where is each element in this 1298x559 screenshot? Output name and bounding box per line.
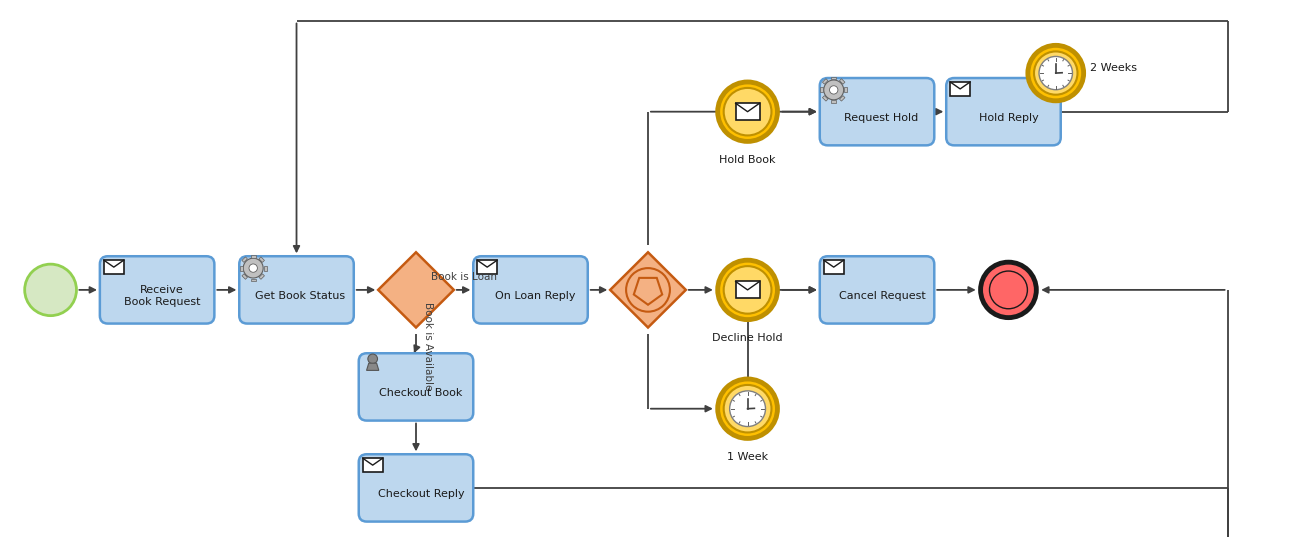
Polygon shape <box>823 96 828 101</box>
Polygon shape <box>362 458 383 472</box>
Polygon shape <box>251 255 256 258</box>
Polygon shape <box>366 363 379 371</box>
Polygon shape <box>478 260 497 274</box>
Circle shape <box>243 258 263 278</box>
Circle shape <box>718 82 778 141</box>
Polygon shape <box>823 79 828 84</box>
FancyBboxPatch shape <box>358 353 474 420</box>
Polygon shape <box>241 274 248 280</box>
Text: 2 Weeks: 2 Weeks <box>1089 63 1137 73</box>
Circle shape <box>724 266 771 314</box>
Text: Request Hold: Request Hold <box>844 112 918 122</box>
Polygon shape <box>950 82 970 96</box>
Polygon shape <box>824 260 844 274</box>
Circle shape <box>25 264 77 316</box>
Polygon shape <box>736 282 759 299</box>
Polygon shape <box>820 87 823 92</box>
Polygon shape <box>104 260 123 274</box>
Circle shape <box>724 88 771 135</box>
Circle shape <box>1038 56 1072 89</box>
Circle shape <box>989 271 1028 309</box>
Circle shape <box>724 385 771 433</box>
Polygon shape <box>831 101 836 103</box>
Polygon shape <box>840 96 845 101</box>
FancyBboxPatch shape <box>239 256 354 324</box>
FancyBboxPatch shape <box>946 78 1060 145</box>
FancyBboxPatch shape <box>100 256 214 324</box>
FancyBboxPatch shape <box>820 78 935 145</box>
Text: Decline Hold: Decline Hold <box>713 334 783 343</box>
Circle shape <box>1028 45 1084 101</box>
Circle shape <box>718 260 778 320</box>
FancyBboxPatch shape <box>358 454 474 522</box>
Polygon shape <box>260 274 265 280</box>
Circle shape <box>829 86 839 94</box>
Text: Hold Reply: Hold Reply <box>979 112 1038 122</box>
FancyBboxPatch shape <box>474 256 588 324</box>
FancyBboxPatch shape <box>820 256 935 324</box>
Circle shape <box>729 391 766 427</box>
Circle shape <box>367 354 378 364</box>
Polygon shape <box>378 252 454 328</box>
Text: 1 Week: 1 Week <box>727 452 768 462</box>
Text: Book is Loan: Book is Loan <box>431 272 497 282</box>
Polygon shape <box>845 87 848 92</box>
Circle shape <box>980 262 1036 318</box>
Text: Checkout Reply: Checkout Reply <box>378 489 465 499</box>
Text: Cancel Request: Cancel Request <box>839 291 925 301</box>
Text: Get Book Status: Get Book Status <box>256 291 345 301</box>
Polygon shape <box>840 79 845 84</box>
Polygon shape <box>831 77 836 79</box>
Polygon shape <box>260 257 265 262</box>
Polygon shape <box>610 252 685 328</box>
Polygon shape <box>263 266 266 271</box>
Text: Receive
Book Request: Receive Book Request <box>123 285 200 307</box>
Text: Hold Book: Hold Book <box>719 155 776 165</box>
Circle shape <box>718 379 778 438</box>
Circle shape <box>824 80 844 100</box>
Text: On Loan Reply: On Loan Reply <box>496 291 576 301</box>
Polygon shape <box>240 266 243 271</box>
Polygon shape <box>241 257 248 262</box>
Circle shape <box>249 264 257 272</box>
Text: Checkout Book: Checkout Book <box>379 388 462 398</box>
Circle shape <box>1035 51 1077 94</box>
Polygon shape <box>251 279 256 282</box>
Text: Book is Available: Book is Available <box>423 302 434 391</box>
Polygon shape <box>736 103 759 120</box>
